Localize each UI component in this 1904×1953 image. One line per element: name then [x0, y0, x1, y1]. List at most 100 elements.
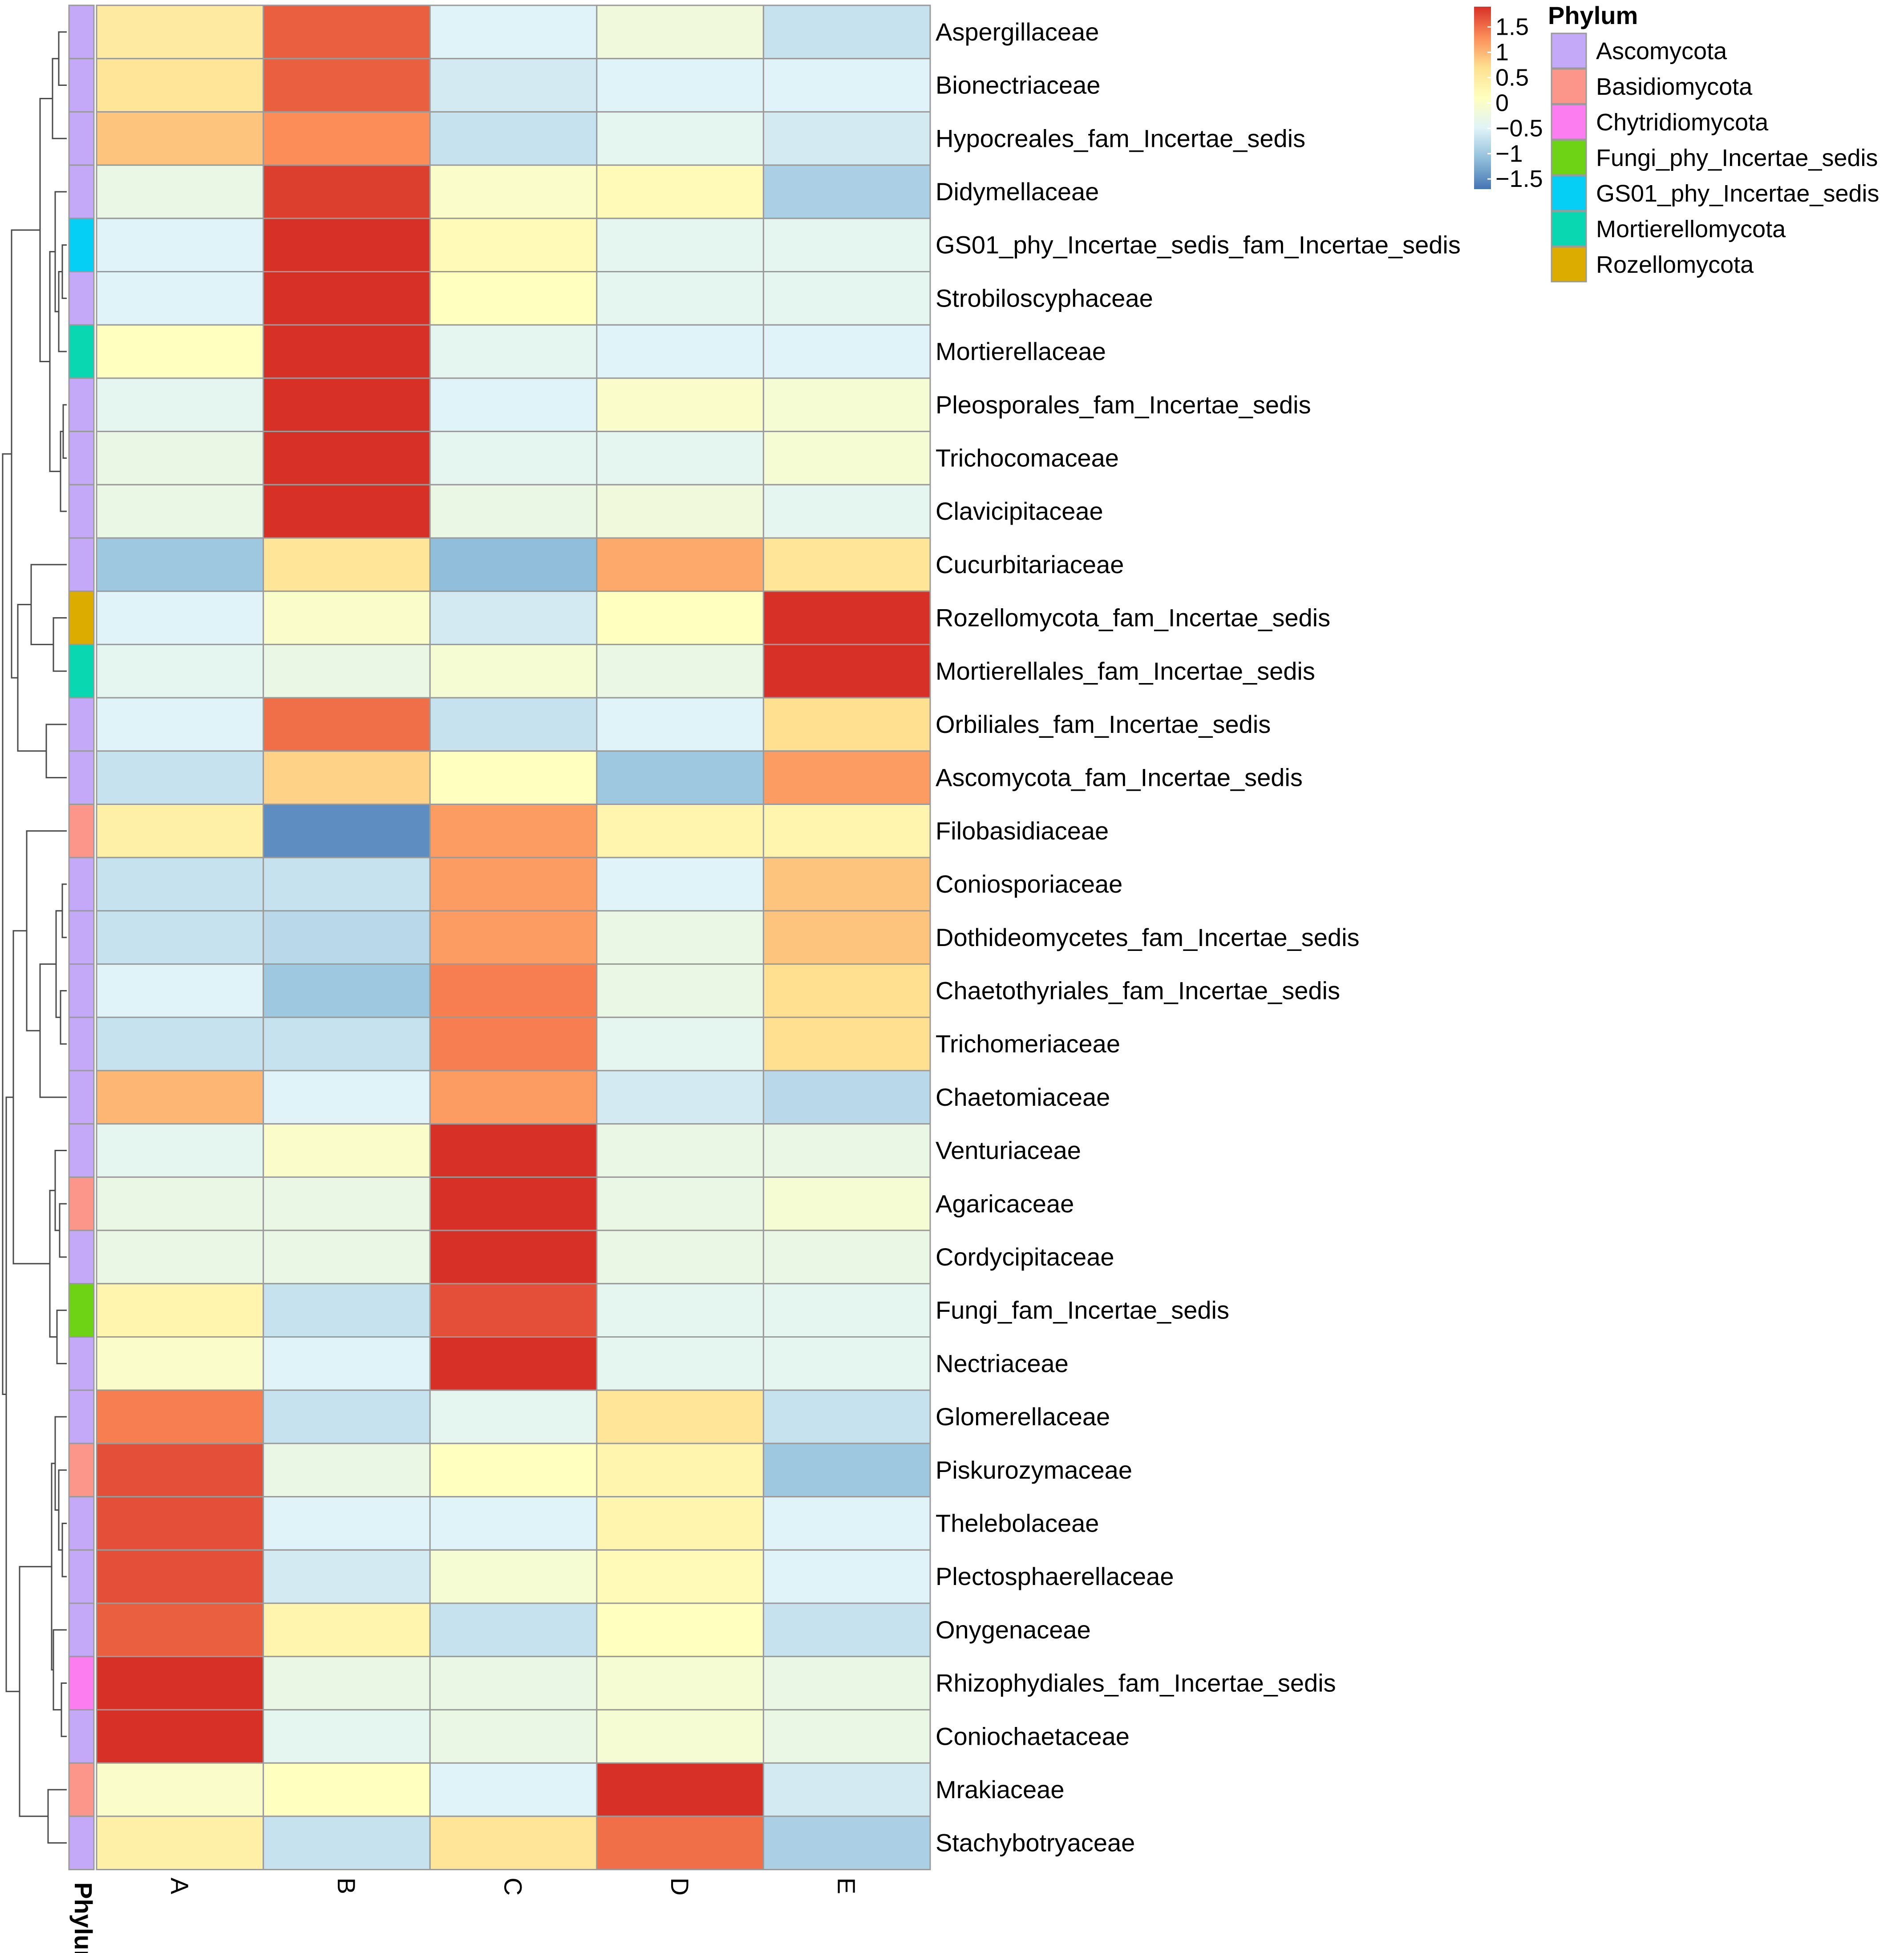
row-labels: Aspergillaceae Bionectriaceae Hypocreales_… [936, 18, 1461, 1857]
heatmap-cell [429, 697, 598, 752]
row-label: Coniosporiaceae [936, 870, 1122, 898]
heatmap-cells [96, 4, 931, 1871]
dendrogram-branch [30, 564, 67, 645]
heatmap-cell [429, 1709, 598, 1764]
heatmap-cell [762, 643, 931, 699]
phylum-annotation-cell [68, 164, 95, 219]
legend-swatch [1551, 210, 1587, 247]
phylum-annotation-cell [68, 1070, 95, 1125]
column-label: D [666, 1878, 694, 1896]
heatmap-cell [429, 218, 598, 272]
heatmap-cell [596, 1762, 764, 1817]
heatmap-cell [596, 857, 764, 912]
dendrogram-branch [39, 963, 67, 1098]
color-scale-tick-label: −0.5 [1495, 115, 1543, 142]
heatmap-cell [762, 111, 931, 166]
row-label: Chaetothyriales_fam_Incertae_sedis [936, 976, 1340, 1004]
dendrogram-branch [53, 1629, 67, 1710]
heatmap-cell [762, 1496, 931, 1551]
heatmap-cell [263, 590, 431, 645]
phylum-annotation-cell [68, 1016, 95, 1072]
heatmap-cell [762, 804, 931, 858]
dendrogram-branch [2, 453, 12, 1395]
heatmap-cell [429, 1070, 598, 1125]
dendrogram-branch [60, 990, 67, 1045]
heatmap-cell [96, 4, 264, 60]
heatmap-cell [263, 271, 431, 326]
heatmap-cell [762, 857, 931, 912]
heatmap-cell [596, 377, 764, 433]
heatmap-cell [263, 857, 431, 912]
heatmap-cell [762, 431, 931, 485]
heatmap-cell [263, 1123, 431, 1178]
color-scale-tick-label: 1.5 [1495, 14, 1529, 40]
heatmap-cell [96, 1762, 264, 1817]
phylum-annotation-cell [68, 4, 95, 60]
row-label: Mrakiaceae [936, 1775, 1064, 1803]
heatmap-cell [762, 1443, 931, 1498]
dendrogram-branch [53, 617, 67, 672]
heatmap-cell [762, 1016, 931, 1072]
legend-entry-label: Fungi_phy_Incertae_sedis [1596, 145, 1878, 171]
dendrogram-branch [61, 244, 67, 299]
row-label: Glomerellaceae [936, 1403, 1110, 1431]
legend-entry-label: Chytridiomycota [1596, 109, 1769, 136]
heatmap-cell [96, 750, 264, 805]
dendrogram-branch [17, 604, 46, 752]
heatmap-cell [429, 377, 598, 433]
heatmap-cell [596, 111, 764, 166]
row-label: Plectosphaerellaceae [936, 1562, 1174, 1590]
heatmap-cell [762, 1602, 931, 1658]
heatmap-cell [263, 431, 431, 485]
heatmap-cell [762, 1283, 931, 1338]
heatmap-cell [596, 1336, 764, 1391]
heatmap-cell [596, 1709, 764, 1764]
heatmap-cell [596, 324, 764, 379]
heatmap-cell [263, 1389, 431, 1444]
row-label: Agaricaceae [936, 1189, 1074, 1217]
heatmap-cell [429, 1336, 598, 1391]
heatmap-cell [96, 1283, 264, 1338]
heatmap-cell [263, 1443, 431, 1498]
phylum-annotation-cell [68, 804, 95, 858]
heatmap-cell [96, 1496, 264, 1551]
row-label: Didymellaceae [936, 178, 1099, 206]
row-label: Strobiloscyphaceae [936, 284, 1153, 312]
phylum-annotation-cell [68, 697, 95, 752]
heatmap-cell [762, 1656, 931, 1710]
row-label: Rhizophydiales_fam_Incertae_sedis [936, 1669, 1336, 1697]
row-label: Hypocreales_fam_Incertae_sedis [936, 124, 1305, 152]
heatmap-cell [762, 750, 931, 805]
heatmap-cell [429, 1816, 598, 1871]
heatmap-cell [596, 164, 764, 219]
heatmap-cell [596, 750, 764, 805]
column-label: E [833, 1878, 861, 1894]
heatmap-cell [762, 58, 931, 113]
legend-entry-label: Basidiomycota [1596, 73, 1753, 100]
heatmap-cell [762, 1123, 931, 1178]
dendrogram-branch [56, 1310, 67, 1364]
column-labels: A B C D E [166, 1878, 860, 1896]
heatmap-cell [762, 537, 931, 592]
heatmap-cell [596, 218, 764, 272]
row-label: Coniochaetaceae [936, 1722, 1130, 1750]
heatmap-cell [762, 1176, 931, 1231]
phylum-annotation-cell [68, 910, 95, 965]
heatmap-cell [263, 910, 431, 965]
heatmap-cell [263, 1602, 431, 1658]
heatmap-cell [429, 1656, 598, 1710]
heatmap-cell [596, 1229, 764, 1285]
phylum-annotation-cell [68, 963, 95, 1018]
heatmap-cell [263, 1549, 431, 1604]
heatmap-cell [263, 1496, 431, 1551]
row-label: Cordycipitaceae [936, 1243, 1114, 1271]
phylum-annotation-cell [68, 1496, 95, 1551]
heatmap-cell [263, 1762, 431, 1817]
heatmap-cell [762, 484, 931, 539]
heatmap-cell [96, 590, 264, 645]
heatmap-cell [762, 324, 931, 379]
row-label: Mortierellaceae [936, 337, 1106, 365]
phylum-annotation-cell [68, 750, 95, 805]
heatmap-cell [429, 1016, 598, 1072]
heatmap-cell [762, 1229, 931, 1285]
